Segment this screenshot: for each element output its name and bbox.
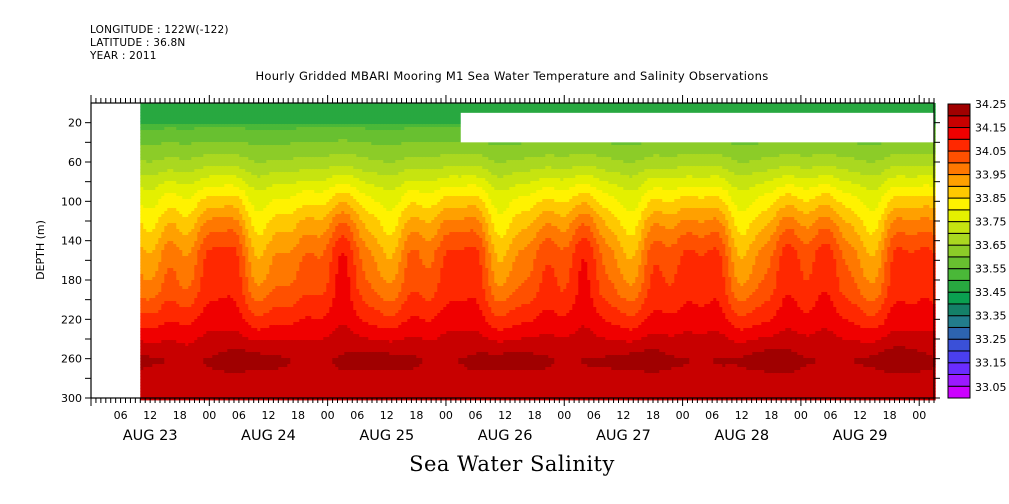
- colorbar-swatch: [948, 116, 970, 128]
- x-tick-label: 18: [764, 409, 778, 422]
- colorbar-label: 33.95: [975, 169, 1007, 182]
- colorbar-swatch: [948, 316, 970, 328]
- y-tick-label: 300: [61, 392, 82, 405]
- colorbar-label: 33.85: [975, 192, 1007, 205]
- colorbar-swatch: [948, 304, 970, 316]
- colorbar-label: 34.05: [975, 145, 1007, 158]
- x-tick-label: 18: [883, 409, 897, 422]
- salinity-field: [140, 103, 935, 400]
- x-tick-label: 00: [557, 409, 571, 422]
- x-tick-label: 06: [114, 409, 128, 422]
- x-tick-label: 06: [232, 409, 246, 422]
- colorbar-swatch: [948, 186, 970, 198]
- colorbar-swatch: [948, 222, 970, 234]
- colorbar-swatch: [948, 175, 970, 187]
- colorbar-label: 33.75: [975, 216, 1007, 229]
- x-tick-label: 06: [823, 409, 837, 422]
- colorbar-swatch: [948, 363, 970, 375]
- colorbar-swatch: [948, 128, 970, 140]
- colorbar-swatch: [948, 151, 970, 163]
- salinity-chart: 06 12 18 00 06 12 18 00 06 12 18 00 06 12 18 00 06 12 18 00…: [0, 0, 1009, 504]
- x-tick-label: 18: [173, 409, 187, 422]
- colorbar-swatch: [948, 351, 970, 363]
- x-tick-label: 12: [498, 409, 512, 422]
- y-tick-label: 220: [61, 313, 82, 326]
- x-date-label: AUG 24: [241, 428, 296, 444]
- colorbar: 33.05 33.15 33.25 33.35 33.45 33.55 33.65 33.75…: [948, 98, 1007, 398]
- x-tick-label: 12: [853, 409, 867, 422]
- colorbar-swatch: [948, 280, 970, 292]
- colorbar-label: 33.15: [975, 357, 1007, 370]
- y-tick-label: 180: [61, 274, 82, 287]
- x-tick-label: 18: [291, 409, 305, 422]
- x-tick-label: 06: [469, 409, 483, 422]
- x-tick-label: 00: [912, 409, 926, 422]
- y-tick-label: 20: [68, 117, 82, 130]
- x-tick-label: 18: [528, 409, 542, 422]
- x-tick-label: 12: [616, 409, 630, 422]
- x-date-label: AUG 27: [596, 428, 651, 444]
- colorbar-swatch: [948, 269, 970, 281]
- x-tick-label: 00: [202, 409, 216, 422]
- x-tick-label: 06: [350, 409, 364, 422]
- colorbar-label: 33.65: [975, 239, 1007, 252]
- x-tick-label: 12: [380, 409, 394, 422]
- colorbar-swatch: [948, 292, 970, 304]
- colorbar-swatch: [948, 327, 970, 339]
- colorbar-swatch: [948, 339, 970, 351]
- colorbar-label: 34.15: [975, 122, 1007, 135]
- y-tick-label: 60: [68, 156, 82, 169]
- x-tick-label: 06: [705, 409, 719, 422]
- colorbar-label: 33.35: [975, 310, 1007, 323]
- x-tick-label: 00: [676, 409, 690, 422]
- colorbar-swatch: [948, 386, 970, 398]
- x-tick-label: 06: [587, 409, 601, 422]
- colorbar-label: 33.45: [975, 286, 1007, 299]
- colorbar-swatch: [948, 104, 970, 116]
- colorbar-swatch: [948, 198, 970, 210]
- x-date-label: AUG 23: [123, 428, 178, 444]
- x-tick-label: 18: [409, 409, 423, 422]
- x-tick-label: 00: [321, 409, 335, 422]
- x-date-label: AUG 29: [833, 428, 888, 444]
- colorbar-swatch: [948, 233, 970, 245]
- plot-area: [91, 103, 936, 400]
- x-tick-label: 18: [646, 409, 660, 422]
- colorbar-label: 34.25: [975, 98, 1007, 111]
- x-tick-label: 12: [143, 409, 157, 422]
- y-axis-label: DEPTH (m): [34, 220, 47, 280]
- missing-data-region: [461, 113, 934, 143]
- x-date-label: AUG 25: [359, 428, 414, 444]
- colorbar-label: 33.55: [975, 263, 1007, 276]
- colorbar-label: 33.25: [975, 333, 1007, 346]
- colorbar-swatch: [948, 163, 970, 175]
- colorbar-label: 33.05: [975, 381, 1007, 394]
- y-tick-label: 140: [61, 235, 82, 248]
- x-tick-label: 00: [439, 409, 453, 422]
- y-tick-label: 100: [61, 195, 82, 208]
- colorbar-swatch: [948, 210, 970, 222]
- colorbar-swatch: [948, 245, 970, 257]
- x-tick-label: 00: [794, 409, 808, 422]
- x-tick-label: 12: [735, 409, 749, 422]
- colorbar-swatch: [948, 374, 970, 386]
- x-date-label: AUG 26: [478, 428, 533, 444]
- x-tick-label: 12: [261, 409, 275, 422]
- colorbar-swatch: [948, 257, 970, 269]
- y-tick-label: 260: [61, 353, 82, 366]
- x-date-label: AUG 28: [714, 428, 769, 444]
- colorbar-swatch: [948, 139, 970, 151]
